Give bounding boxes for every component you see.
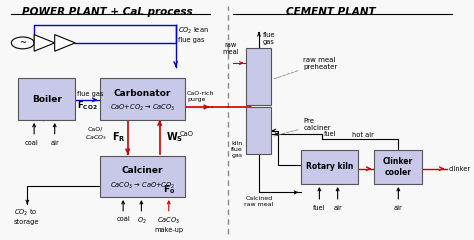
Text: POWER PLANT + CaL process: POWER PLANT + CaL process [22,7,192,17]
Text: $\mathbf{F_R}$: $\mathbf{F_R}$ [112,130,126,144]
FancyBboxPatch shape [100,156,185,197]
Text: kiln
flue
gas: kiln flue gas [231,141,243,158]
Text: air: air [50,140,59,146]
Text: Calcined
raw meal: Calcined raw meal [244,196,273,207]
Text: $CaO$+$CO_2$ → $CaCO_3$: $CaO$+$CO_2$ → $CaCO_3$ [110,103,175,114]
FancyBboxPatch shape [18,78,75,120]
Text: $O_2$: $O_2$ [137,216,146,226]
FancyBboxPatch shape [374,150,422,184]
Text: flue
gas: flue gas [262,32,275,45]
Text: $CaCO_3$ → $CaO$+$CO_2$: $CaCO_3$ → $CaO$+$CO_2$ [110,180,175,191]
Text: Pre
calciner: Pre calciner [274,118,331,136]
Text: $CO_2$ to
storage: $CO_2$ to storage [14,208,39,225]
Text: Calciner: Calciner [122,166,163,175]
Text: Rotary kiln: Rotary kiln [306,162,353,171]
Text: $\mathbf{F_{CO2}}$: $\mathbf{F_{CO2}}$ [77,100,97,112]
Polygon shape [34,35,55,51]
Text: Carbonator: Carbonator [114,89,171,97]
Text: ~: ~ [19,38,26,48]
Text: $\mathbf{F_0}$: $\mathbf{F_0}$ [163,184,175,196]
FancyBboxPatch shape [246,107,272,154]
FancyBboxPatch shape [301,150,358,184]
FancyBboxPatch shape [246,48,272,105]
Text: Clinker
cooler: Clinker cooler [383,157,413,177]
Text: $CO_2$ lean
flue gas: $CO_2$ lean flue gas [178,26,209,43]
Text: CaO/
$CaCO_3$: CaO/ $CaCO_3$ [85,127,107,142]
Text: Boiler: Boiler [32,95,62,104]
Text: fuel: fuel [313,205,326,211]
Text: $CaCO_3$
make-up: $CaCO_3$ make-up [154,216,183,233]
Text: raw meal
preheater: raw meal preheater [274,57,337,79]
Text: CaO-rich
purge: CaO-rich purge [187,91,215,102]
Text: CEMENT PLANT: CEMENT PLANT [286,7,375,17]
Text: CaO: CaO [180,131,194,137]
Text: air: air [394,205,403,211]
Text: hot air: hot air [352,132,374,138]
Text: flue gas: flue gas [77,91,103,97]
Text: $\mathbf{W_S}$: $\mathbf{W_S}$ [165,130,183,144]
Text: air: air [333,205,342,211]
Text: clinker: clinker [448,166,471,172]
Text: coal: coal [116,216,130,222]
Text: raw
meal: raw meal [222,42,239,55]
Text: coal: coal [25,140,39,146]
FancyBboxPatch shape [100,78,185,120]
Polygon shape [55,35,75,51]
Text: fuel: fuel [324,131,337,137]
